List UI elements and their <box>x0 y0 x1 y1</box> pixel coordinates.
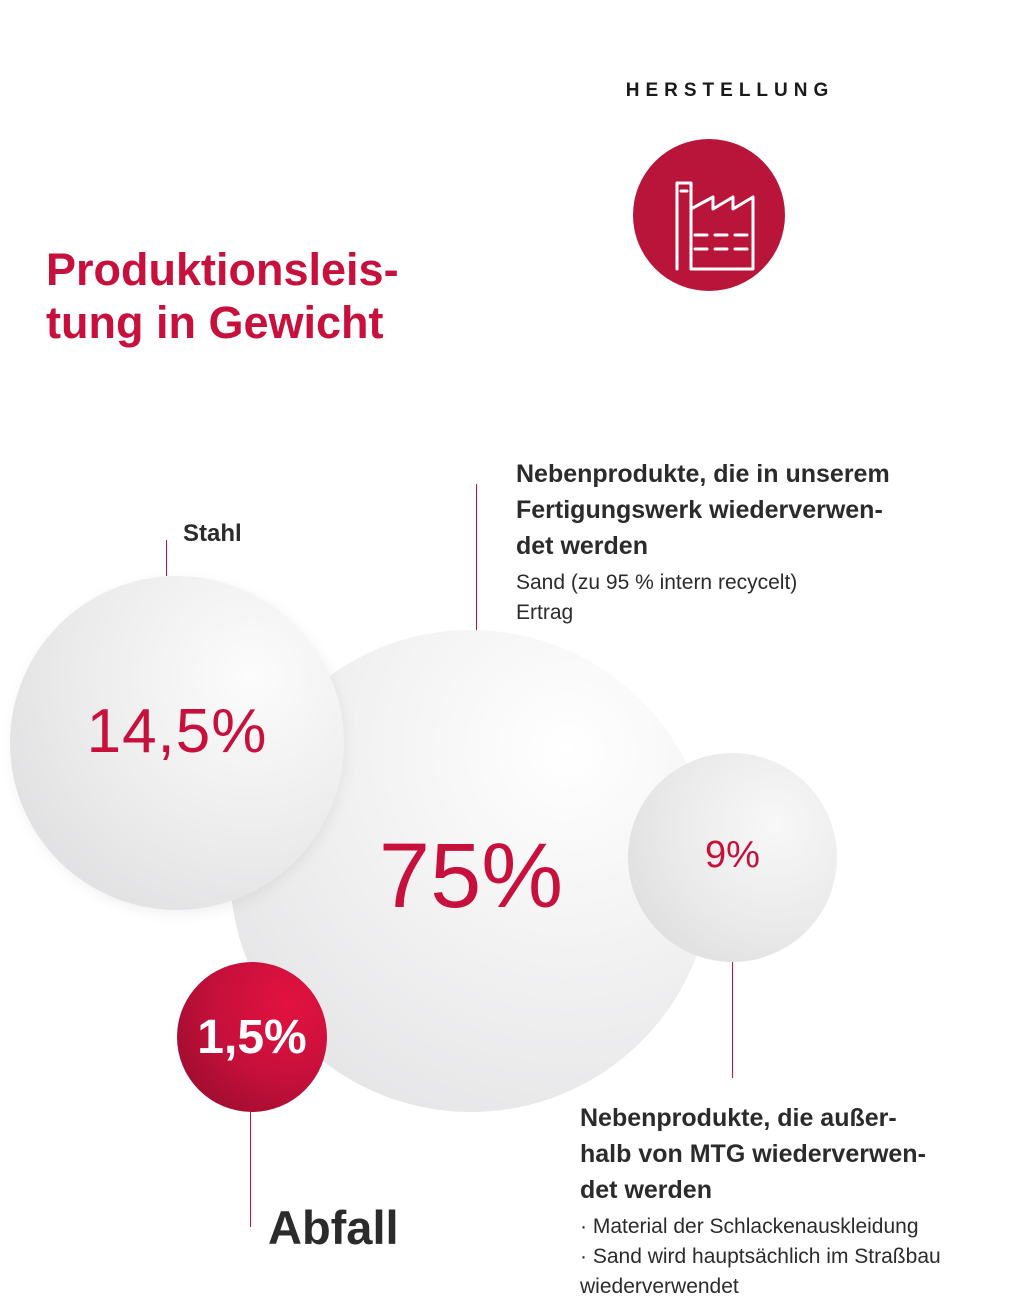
bubble-abfall <box>177 962 327 1112</box>
value-intern: 75% <box>378 825 564 927</box>
callout-extern-body: · Material der Schlackenauskleidung · Sa… <box>580 1215 941 1298</box>
factory-icon <box>675 181 755 271</box>
value-stahl: 14,5% <box>86 697 268 766</box>
page-title: Produktionsleis- tung in Gewicht <box>46 244 399 348</box>
label-stahl: Stahl <box>183 520 242 547</box>
leader-line-stahl <box>166 540 167 576</box>
value-abfall: 1,5% <box>197 1011 307 1064</box>
section-label: HERSTELLUNG <box>625 80 835 101</box>
bubble-stahl <box>10 576 344 910</box>
callout-intern-title: Nebenprodukte, die in unserem Fertigungs… <box>516 460 890 560</box>
factory-badge <box>633 139 785 291</box>
leader-line-extern <box>732 962 733 1078</box>
callout-intern-body: Sand (zu 95 % intern recycelt) Ertrag <box>516 571 798 624</box>
callout-extern-title: Nebenprodukte, die außer- halb von MTG w… <box>580 1104 926 1204</box>
leader-line-intern <box>476 484 477 632</box>
bubble-extern <box>628 753 837 962</box>
leader-line-abfall <box>250 1112 251 1227</box>
label-abfall: Abfall <box>268 1201 399 1254</box>
value-extern: 9% <box>705 834 760 876</box>
